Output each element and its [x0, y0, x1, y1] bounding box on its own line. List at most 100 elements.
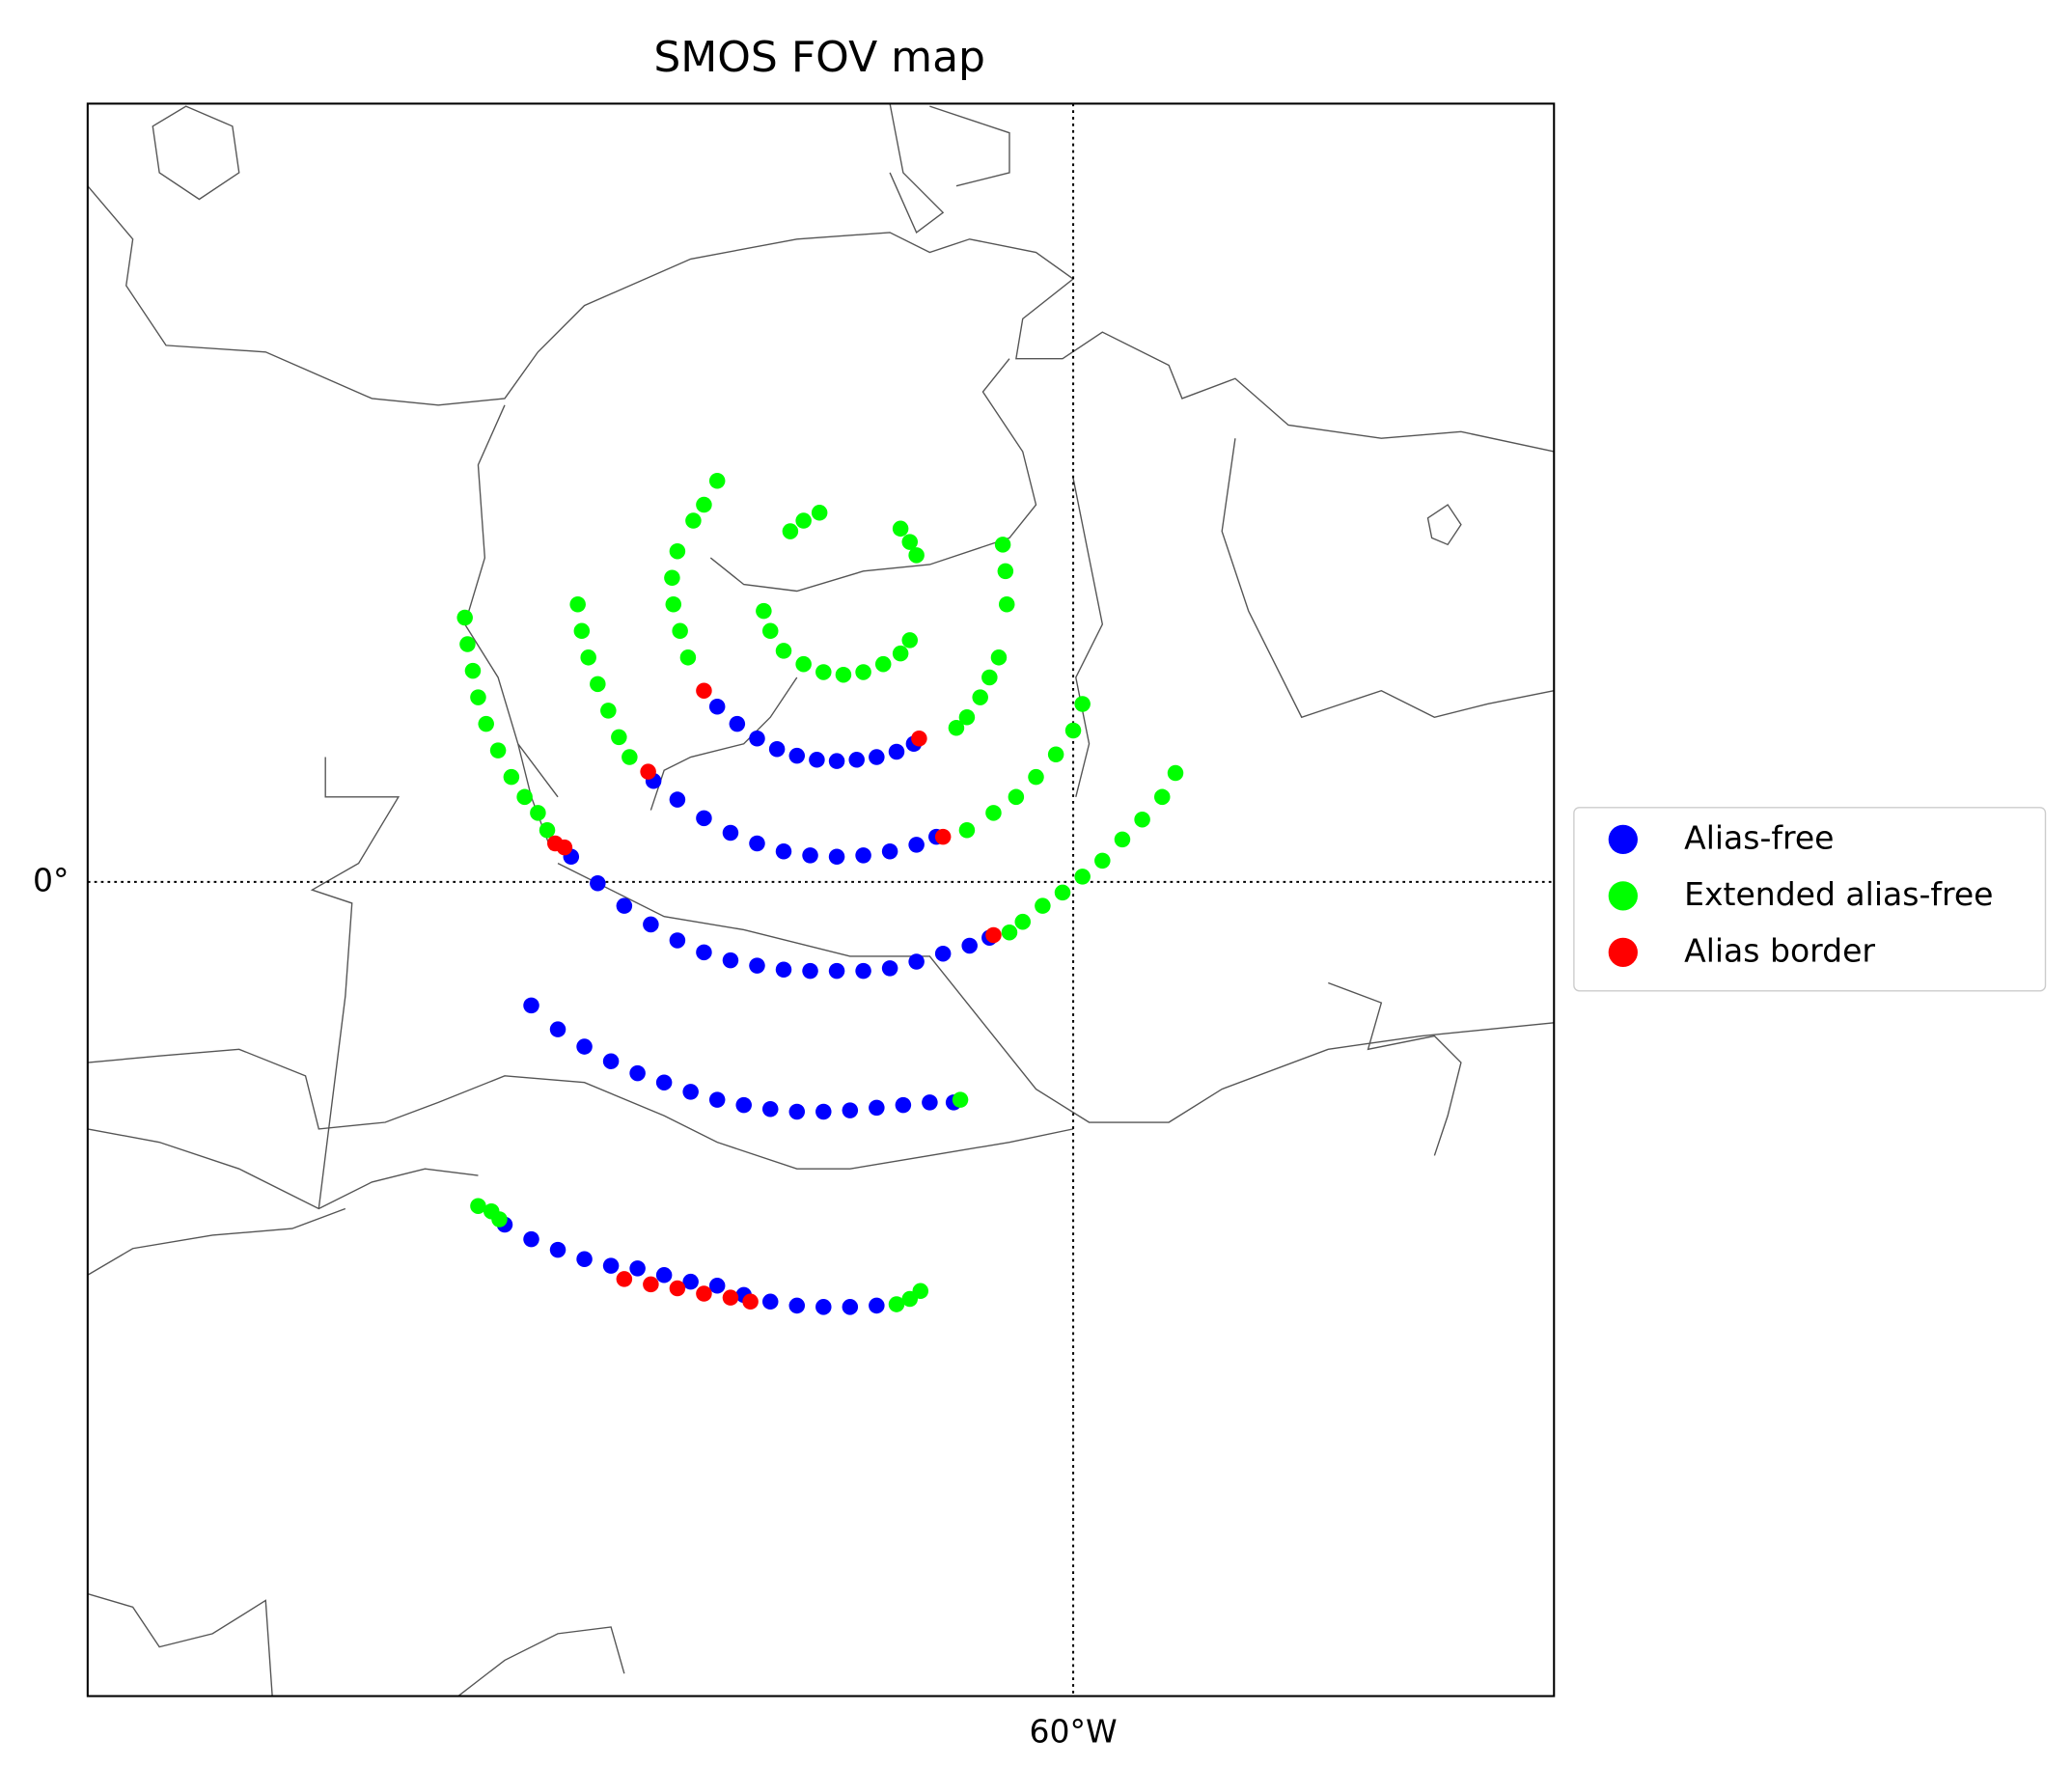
- data-point: [985, 805, 1002, 821]
- legend-marker: [1608, 824, 1638, 854]
- data-point: [795, 512, 812, 529]
- data-point: [855, 664, 871, 680]
- data-point: [1001, 924, 1018, 941]
- data-point: [998, 595, 1015, 613]
- data-point: [643, 916, 659, 933]
- data-point: [874, 655, 892, 673]
- legend-label: Alias border: [1684, 931, 1875, 969]
- data-point: [629, 1064, 646, 1082]
- data-point: [749, 731, 765, 747]
- data-point: [828, 848, 845, 866]
- data-point: [802, 847, 818, 864]
- data-point: [616, 1271, 633, 1287]
- data-point: [1134, 811, 1150, 828]
- data-point: [669, 932, 686, 949]
- data-point: [523, 997, 539, 1014]
- data-point: [997, 563, 1014, 580]
- legend-box: [1573, 807, 2047, 992]
- data-point: [735, 1096, 752, 1114]
- coastlines: [87, 103, 1555, 1697]
- data-point: [869, 1297, 885, 1314]
- y-tick-label: 0°: [33, 861, 69, 898]
- data-point: [696, 1285, 712, 1302]
- data-point: [470, 1198, 486, 1214]
- data-point: [685, 512, 702, 529]
- data-point: [775, 643, 792, 659]
- data-point: [802, 962, 818, 980]
- data-point: [749, 835, 765, 852]
- data-point: [782, 523, 799, 539]
- data-point: [888, 743, 905, 760]
- data-point: [888, 1296, 905, 1312]
- data-point: [708, 1091, 726, 1108]
- data-point: [869, 1099, 885, 1117]
- data-point: [828, 962, 845, 980]
- data-point: [895, 1096, 912, 1114]
- data-point: [1074, 696, 1091, 712]
- data-point: [1114, 831, 1131, 848]
- data-point: [669, 542, 686, 560]
- data-point: [981, 669, 998, 686]
- data-point: [911, 731, 927, 747]
- data-point: [708, 698, 726, 715]
- data-point: [602, 1257, 620, 1274]
- data-point: [952, 1091, 969, 1108]
- data-point: [530, 805, 546, 821]
- data-point: [761, 622, 779, 640]
- data-point: [855, 962, 871, 980]
- data-point: [722, 1289, 739, 1306]
- data-point: [848, 752, 865, 768]
- data-point: [573, 622, 591, 640]
- data-point: [908, 547, 925, 564]
- data-point: [664, 569, 680, 586]
- data-point: [795, 655, 812, 673]
- data-point: [1153, 788, 1171, 806]
- data-point: [869, 749, 885, 765]
- data-point: [665, 595, 682, 613]
- data-point: [892, 645, 909, 662]
- data-point: [643, 1276, 659, 1293]
- data-point: [815, 1103, 832, 1120]
- data-point: [708, 473, 726, 489]
- data-point: [622, 749, 638, 765]
- data-point: [489, 742, 507, 759]
- data-point: [503, 768, 520, 786]
- data-point: [1008, 788, 1025, 806]
- data-point: [629, 1260, 646, 1277]
- data-point: [464, 662, 482, 679]
- data-point: [682, 1084, 699, 1100]
- data-point: [523, 1230, 539, 1248]
- data-point: [768, 741, 786, 758]
- data-point: [881, 842, 898, 860]
- data-point: [696, 682, 712, 699]
- data-point: [549, 1241, 566, 1258]
- data-point: [478, 715, 494, 732]
- data-point: [961, 937, 978, 954]
- data-point: [1014, 913, 1031, 930]
- data-point: [576, 1251, 593, 1268]
- data-point: [892, 520, 909, 538]
- legend-marker: [1608, 881, 1638, 911]
- legend-label: Alias-free: [1684, 818, 1834, 856]
- data-point: [994, 537, 1011, 553]
- data-point: [590, 676, 606, 693]
- data-point: [640, 763, 656, 780]
- data-point: [590, 875, 606, 892]
- data-point: [616, 897, 633, 914]
- data-point: [815, 664, 832, 680]
- data-point: [549, 1021, 566, 1037]
- data-point: [985, 926, 1002, 944]
- data-point: [516, 788, 533, 806]
- data-point: [1074, 869, 1091, 885]
- data-point: [934, 828, 952, 845]
- data-point: [756, 602, 772, 620]
- data-point: [742, 1293, 759, 1311]
- data-point: [1035, 897, 1051, 914]
- data-point: [835, 666, 852, 683]
- data-point: [788, 747, 806, 764]
- data-point: [948, 719, 965, 736]
- data-point: [958, 821, 976, 839]
- data-point: [708, 1278, 726, 1294]
- data-point: [912, 1283, 929, 1300]
- data-point: [669, 1280, 686, 1297]
